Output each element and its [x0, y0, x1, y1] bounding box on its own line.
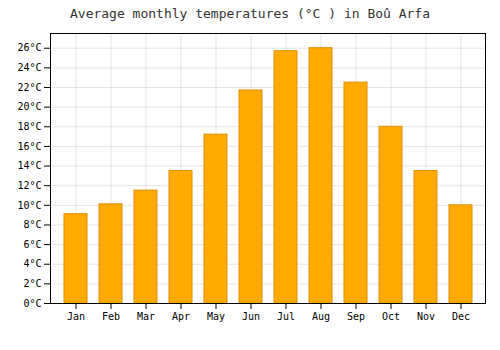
svg-text:Nov: Nov — [417, 311, 435, 322]
svg-text:Apr: Apr — [172, 311, 190, 322]
svg-text:Dec: Dec — [452, 311, 470, 322]
html-text:Average monthly temperatures (: Average monthly temperatures (°C ) in Bo… — [70, 6, 430, 21]
svg-text:26°C: 26°C — [17, 42, 41, 53]
svg-text:Jun: Jun — [242, 311, 260, 322]
svg-text:24°C: 24°C — [17, 62, 41, 73]
svg-text:Sep: Sep — [347, 311, 365, 322]
svg-text:10°C: 10°C — [17, 200, 41, 211]
svg-text:Jan: Jan — [67, 311, 85, 322]
svg-text:0°C: 0°C — [23, 298, 41, 309]
svg-text:4°C: 4°C — [23, 258, 41, 269]
svg-text:Oct: Oct — [382, 311, 400, 322]
svg-text:Mar: Mar — [137, 311, 155, 322]
svg-text:2°C: 2°C — [23, 278, 41, 289]
svg-text:Jul: Jul — [277, 311, 295, 322]
svg-text:22°C: 22°C — [17, 82, 41, 93]
svg-text:20°C: 20°C — [17, 101, 41, 112]
svg-text:May: May — [207, 311, 225, 322]
svg-text:Aug: Aug — [312, 311, 330, 322]
svg-text:14°C: 14°C — [17, 160, 41, 171]
svg-text:6°C: 6°C — [23, 239, 41, 250]
svg-text:12°C: 12°C — [17, 180, 41, 191]
svg-text:Feb: Feb — [102, 311, 120, 322]
svg-text:18°C: 18°C — [17, 121, 41, 132]
svg-text:16°C: 16°C — [17, 141, 41, 152]
svg-text:8°C: 8°C — [23, 219, 41, 230]
